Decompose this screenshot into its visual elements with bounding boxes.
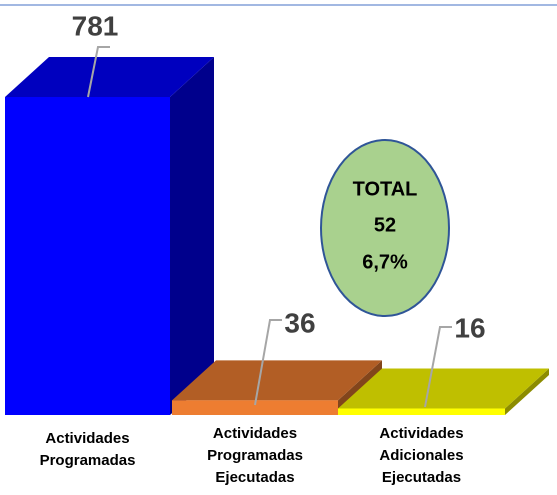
bar-top — [338, 368, 549, 409]
leader-line — [87, 46, 110, 98]
value-label: 16 — [454, 312, 485, 343]
value-label: 781 — [72, 10, 119, 41]
annotation-text: 6,7% — [362, 251, 408, 273]
x-tick-label: Actividades Programadas — [39, 430, 136, 469]
bar — [338, 408, 505, 415]
total-bubble — [320, 139, 450, 317]
bar — [5, 97, 170, 415]
bar-side — [170, 57, 214, 415]
bar — [172, 400, 338, 415]
x-tick-label: Actividades Programadas Ejecutadas — [207, 425, 303, 486]
leader-line — [424, 326, 452, 408]
annotation-text: 52 — [374, 214, 396, 236]
bar-top — [5, 57, 214, 97]
bar-side — [505, 368, 549, 415]
x-tick-label: Actividades Adicionales Ejecutadas — [379, 425, 464, 486]
leader-line — [254, 319, 282, 406]
value-label: 36 — [284, 307, 315, 338]
bar-top — [172, 360, 382, 401]
annotation-text: TOTAL — [353, 178, 418, 200]
